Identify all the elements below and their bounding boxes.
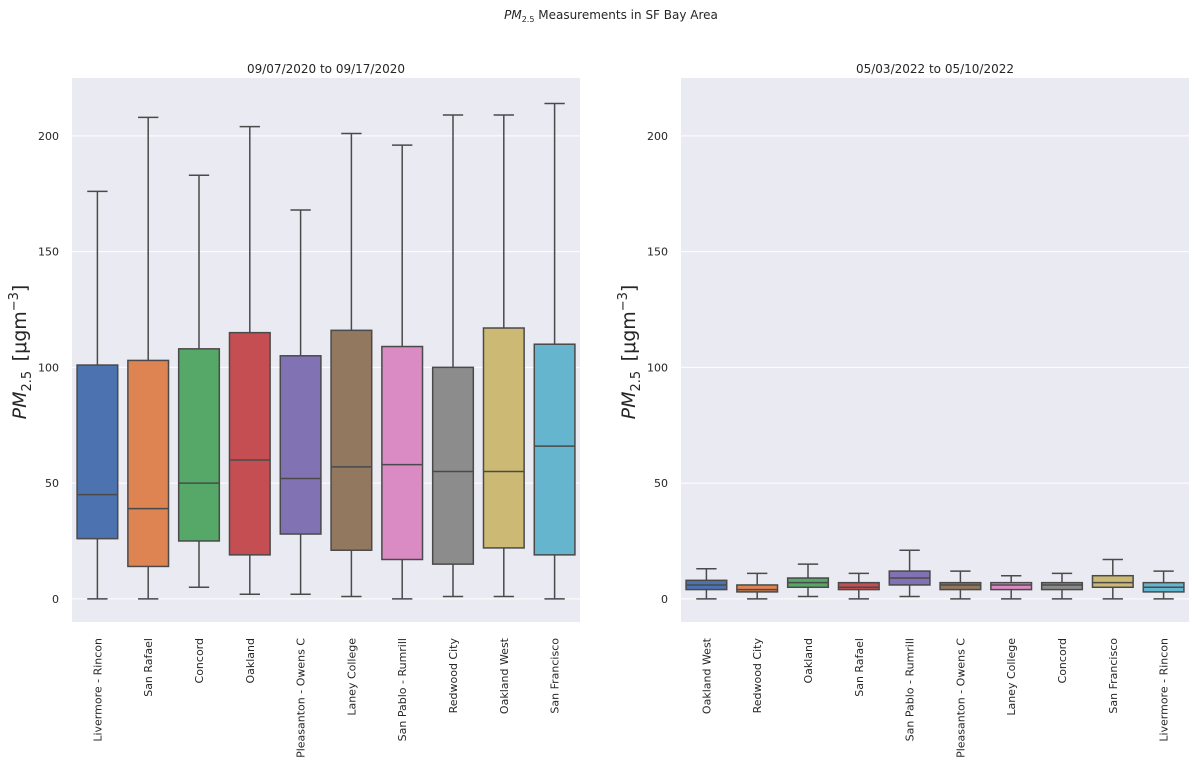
- chart1-ytick-label: 100: [38, 361, 59, 374]
- chart2-iqr-box: [1040, 581, 1084, 591]
- chart1-box-3: [177, 174, 221, 589]
- chart2-box-8: [1040, 572, 1084, 600]
- chart1-ytick-label: 0: [52, 593, 59, 606]
- chart2-box-1: [685, 568, 728, 600]
- chart2-xtick-label: San Pablo - Rumrill: [904, 638, 917, 741]
- chart2-ylabel-exponent: −3: [616, 292, 631, 311]
- chart1-iqr-box: [228, 331, 271, 556]
- chart1-ytick-label: 50: [45, 477, 59, 490]
- chart2-xtick-label: Redwood City: [751, 638, 764, 714]
- chart1-box-5: [279, 209, 322, 595]
- chart1-ylabel-unit: [μgm: [9, 311, 31, 371]
- chart1-ylabel-pm: PM: [9, 392, 31, 420]
- chart2-ytick-label: 150: [647, 246, 668, 259]
- chart2-ylabel-pm: PM: [618, 392, 640, 420]
- figure-title-subscript: 2.5: [522, 15, 535, 24]
- chart1-iqr-box: [482, 327, 525, 549]
- chart1-ylabel-exponent: −3: [7, 292, 22, 311]
- chart1-ytick-label: 200: [38, 130, 59, 143]
- chart1-iqr-box: [177, 348, 221, 542]
- chart1-xtick-label: Redwood City: [447, 638, 460, 714]
- chart2-xtick-label: Livermore - Rincon: [1158, 638, 1171, 742]
- chart2-box-5: [888, 549, 931, 598]
- chart1-ylabel-close: ]: [9, 285, 31, 292]
- chart2-iqr-box: [990, 581, 1033, 591]
- chart1-ytick-label: 150: [38, 246, 59, 259]
- chart1-xtick-label: San Francisco: [549, 638, 562, 714]
- chart2-xtick-label: Concord: [1056, 638, 1069, 683]
- chart2-iqr-box: [837, 581, 880, 591]
- chart2-iqr-box: [1091, 574, 1134, 589]
- chart1-xtick-label: Laney College: [345, 638, 358, 716]
- chart2-title: 05/03/2022 to 05/10/2022: [856, 62, 1014, 76]
- chart2-ylabel-subscript: 2.5: [629, 371, 644, 392]
- left-chart-panel: 0 50 100 150 200 09/07/2020 to 09/17/2020 PM2.…: [7, 62, 580, 758]
- chart1-box-6: [330, 132, 373, 598]
- chart1-box-4: [228, 125, 271, 595]
- chart2-iqr-box: [736, 584, 779, 593]
- figure-title-rest: Measurements in SF Bay Area: [534, 8, 717, 22]
- chart1-iqr-box: [330, 329, 373, 551]
- chart2-ylabel-unit: [μgm: [618, 311, 640, 371]
- chart1-iqr-box: [381, 345, 424, 561]
- chart2-box-10: [1142, 570, 1185, 600]
- chart2-ytick-label: 200: [647, 130, 668, 143]
- chart2-ylabel: PM2.5 [μgm−3]: [616, 285, 644, 420]
- chart2-ytick-label: 100: [647, 361, 668, 374]
- chart1-box-9: [482, 114, 525, 598]
- figure-title: PM2.5 Measurements in SF Bay Area: [504, 8, 718, 24]
- chart2-box-6: [939, 570, 982, 600]
- chart1-xtick-label: Concord: [193, 638, 206, 683]
- chart2-xtick-label: Pleasanton - Owens C: [954, 638, 967, 758]
- chart2-ytick-label: 50: [654, 477, 668, 490]
- chart2-box-4: [837, 572, 880, 600]
- chart2-box-2: [736, 572, 779, 600]
- chart2-ytick-label: 0: [661, 593, 668, 606]
- chart1-title: 09/07/2020 to 09/17/2020: [247, 62, 405, 76]
- chart1-xtick-label: Livermore - Rincon: [91, 638, 104, 742]
- chart2-box-9: [1091, 558, 1134, 600]
- chart1-xtick-label: San Rafael: [142, 638, 155, 697]
- chart1-ylabel-subscript: 2.5: [20, 371, 35, 392]
- chart1-box-10: [533, 102, 576, 600]
- chart1-xtick-label: Pleasanton - Owens C: [295, 638, 308, 758]
- chart2-xtick-label: Oakland West: [700, 637, 713, 714]
- figure-title-pm: PM: [504, 8, 522, 22]
- chart1-iqr-box: [279, 355, 322, 535]
- chart2-box-7: [990, 574, 1033, 600]
- chart1-xtick-label: Oakland West: [498, 637, 511, 714]
- chart1-ylabel: PM2.5 [μgm−3]: [7, 285, 35, 420]
- chart1-xtick-label: San Pablo - Rumrill: [396, 638, 409, 741]
- chart1-iqr-box: [431, 366, 475, 565]
- chart2-xtick-label: San Rafael: [853, 638, 866, 697]
- right-chart-panel: 0 50 100 150 200 05/03/2022 to 05/10/2022 PM2.…: [616, 62, 1189, 758]
- chart2-plot-area: [681, 78, 1189, 622]
- chart1-box-7: [381, 144, 424, 600]
- chart1-iqr-box: [127, 359, 170, 568]
- chart1-xtick-label: Oakland: [244, 638, 257, 684]
- chart1-box-8: [431, 114, 475, 598]
- chart1-iqr-box: [533, 343, 576, 556]
- chart2-ylabel-close: ]: [618, 285, 640, 292]
- chart2-xtick-label: Laney College: [1005, 638, 1018, 716]
- chart1-iqr-box: [76, 364, 119, 540]
- chart1-box-1: [76, 190, 119, 600]
- chart1-box-2: [127, 116, 170, 600]
- chart2-xtick-label: San Francisco: [1107, 638, 1120, 714]
- chart2-box-3: [786, 563, 830, 598]
- chart2-xtick-label: Oakland: [802, 638, 815, 684]
- chart2-iqr-box: [939, 581, 982, 591]
